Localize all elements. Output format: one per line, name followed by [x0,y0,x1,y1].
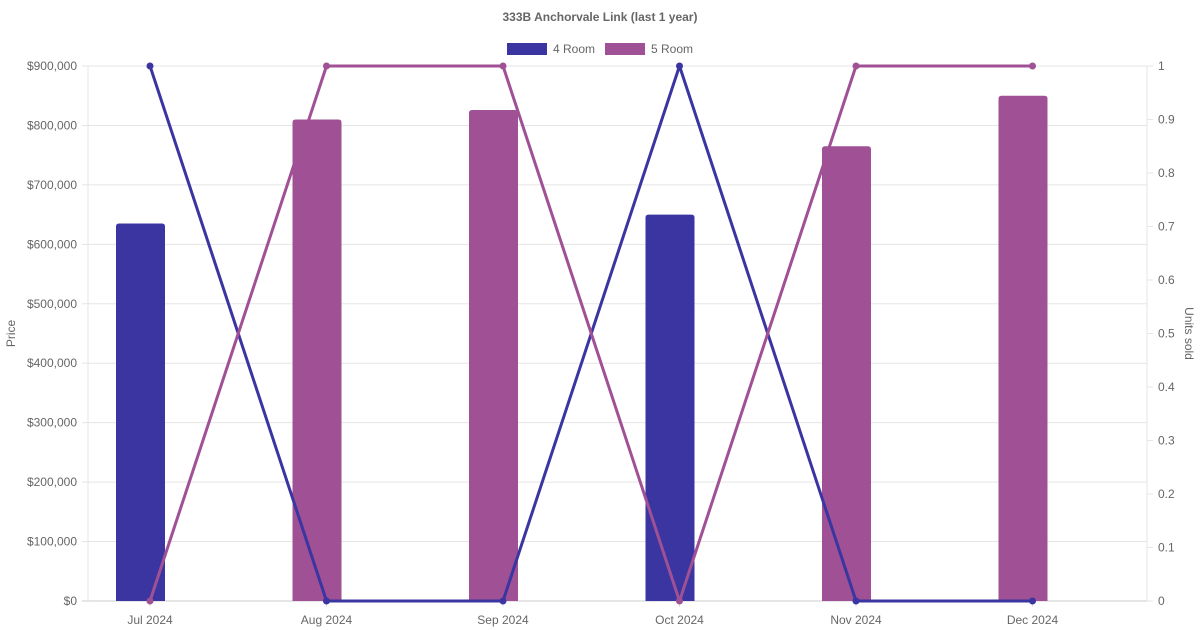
x-tick-label: Jul 2024 [127,613,173,627]
y2-tick-label: 0.9 [1158,113,1175,127]
y2-tick-label: 0.4 [1158,380,1175,394]
x-tick-label: Oct 2024 [655,613,704,627]
point-units-sold-5-room [1029,62,1036,70]
bar-5-room [822,146,871,601]
bar-5-room [292,119,342,601]
point-units-sold-4-room [1029,597,1036,605]
y2-tick-label: 0.3 [1158,434,1175,448]
y-tick-label: $400,000 [27,356,77,370]
legend-swatch-4-room [506,43,547,55]
y-tick-label: $900,000 [27,59,77,73]
point-units-sold-4-room [676,62,683,70]
legend: 4 Room 5 Room [0,42,1200,56]
y-tick-label: $700,000 [27,178,77,192]
y-axis-title: Price [4,320,18,348]
point-units-sold-5-room [146,597,154,605]
y2-axis-title: Units sold [1182,307,1196,360]
point-units-sold-4-room [499,597,507,605]
y-tick-label: $300,000 [27,416,77,430]
y2-tick-label: 0.5 [1158,327,1175,341]
point-units-sold-4-room [852,597,860,605]
y-tick-label: $600,000 [27,237,77,251]
y2-tick-label: 0.7 [1158,220,1175,234]
point-units-sold-4-room [323,597,330,605]
bar-5-room [469,109,518,601]
y2-tick-label: 1 [1158,59,1165,73]
y-tick-label: $200,000 [27,475,77,489]
x-tick-label: Nov 2024 [830,613,882,627]
point-units-sold-5-room [676,597,683,605]
y-tick-label: $500,000 [27,297,77,311]
legend-label-4-room: 4 Room [552,42,595,56]
point-units-sold-5-room [499,62,507,70]
legend-item-4-room[interactable]: 4 Room [506,42,595,56]
y2-tick-label: 0.2 [1158,487,1175,501]
legend-item-5-room[interactable]: 5 Room [605,42,693,56]
bar-4-room [645,214,695,601]
y2-tick-label: 0.6 [1158,273,1175,287]
legend-label-5-room: 5 Room [651,42,694,56]
line-units-sold-5-room [148,64,1033,603]
y-tick-label: $800,000 [27,118,77,132]
y2-tick-label: 0.1 [1158,541,1175,555]
chart-title: 333B Anchorvale Link (last 1 year) [502,10,698,24]
x-tick-label: Sep 2024 [477,613,529,627]
y-tick-label: $0 [64,594,78,608]
x-tick-label: Dec 2024 [1007,613,1059,627]
x-tick-label: Aug 2024 [301,613,353,627]
point-units-sold-5-room [852,62,860,70]
bar-4-room [116,223,165,601]
y2-tick-label: 0 [1158,594,1165,608]
y2-tick-label: 0.8 [1158,166,1175,180]
legend-swatch-5-room [605,43,645,55]
point-units-sold-4-room [146,62,154,70]
bar-5-room [998,95,1048,601]
y-tick-label: $100,000 [27,535,77,549]
point-units-sold-5-room [323,62,330,70]
